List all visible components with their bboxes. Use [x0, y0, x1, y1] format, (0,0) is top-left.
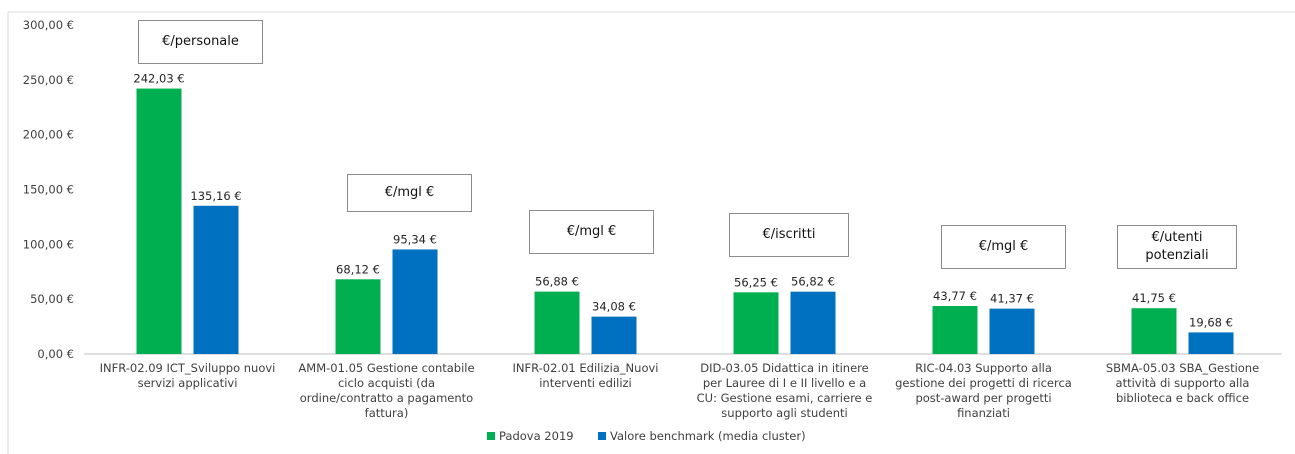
unit-label-line: €/utenti: [1151, 230, 1203, 246]
y-tick-label: 100,00 €: [23, 237, 74, 251]
unit-label-text: €/mgl €: [567, 223, 617, 241]
x-category-label: RIC-04.03 Supporto alla: [915, 361, 1052, 375]
bar-padova: [136, 88, 182, 355]
x-category-label: per Lauree di I e II livello e a: [703, 376, 866, 390]
bar-benchmark: [392, 249, 438, 354]
x-category-label: INFR-02.01 Edilizia_Nuovi: [513, 361, 659, 375]
x-category-label: DID-03.05 Didattica in itinere: [700, 361, 868, 375]
bar-padova: [335, 279, 381, 354]
legend-swatch: [598, 432, 606, 440]
legend-label: Valore benchmark (media cluster): [610, 429, 806, 443]
unit-label-line: €/mgl €: [978, 239, 1029, 255]
x-category-label: ciclo acquisti (da: [338, 376, 435, 390]
unit-label-box: €/mgl €: [941, 225, 1066, 269]
legend-label: Padova 2019: [499, 429, 574, 443]
bar-value-label: 19,68 €: [1189, 315, 1233, 329]
x-category-label: interventi edilizi: [539, 376, 632, 390]
bar-value-label: 41,37 €: [990, 292, 1034, 306]
bar-value-label: 68,12 €: [336, 262, 380, 276]
y-tick-label: 0,00 €: [37, 347, 74, 361]
bar-padova: [733, 292, 779, 354]
unit-label-text: €/mgl €: [979, 238, 1029, 256]
unit-label-text: €/mgl €: [385, 184, 435, 202]
y-tick-label: 300,00 €: [23, 18, 74, 32]
bar-value-label: 41,75 €: [1132, 291, 1176, 305]
unit-label-box: €/mgl €: [347, 174, 472, 212]
bar-benchmark: [193, 205, 239, 354]
legend-swatch: [487, 432, 495, 440]
bar-benchmark: [989, 308, 1035, 354]
x-category-label: INFR-02.09 ICT_Sviluppo nuovi: [100, 361, 276, 375]
unit-label-line: €/mgl €: [566, 224, 617, 240]
bar-benchmark: [1188, 332, 1234, 354]
unit-label-line: potenziali: [1145, 248, 1209, 263]
x-category-label: biblioteca e back office: [1116, 391, 1249, 405]
bar-padova: [1131, 308, 1177, 354]
unit-label-line: €/mgl €: [384, 185, 435, 201]
bar-padova: [932, 305, 978, 354]
x-category-label: post-award per progetti: [915, 391, 1051, 405]
unit-label-text: €/utenti potenziali: [1145, 229, 1208, 264]
bar-value-label: 34,08 €: [592, 300, 636, 314]
x-category-label: AMM-01.05 Gestione contabile: [298, 361, 474, 375]
bar-value-label: 135,16 €: [190, 189, 241, 203]
unit-label-box: €/utenti potenziali: [1117, 225, 1237, 269]
x-category-label: CU: Gestione esami, carriere e: [697, 391, 873, 405]
x-category-label: gestione dei progetti di ricerca: [895, 376, 1072, 390]
unit-label-text: €/personale: [162, 33, 239, 51]
unit-label-text: €/iscritti: [763, 226, 816, 244]
bar-value-label: 95,34 €: [393, 232, 437, 246]
y-tick-label: 200,00 €: [23, 128, 74, 142]
bar-benchmark: [591, 316, 637, 354]
y-tick-label: 50,00 €: [30, 292, 74, 306]
bar-value-label: 43,77 €: [933, 289, 977, 303]
bar-padova: [534, 291, 580, 354]
y-tick-label: 150,00 €: [23, 183, 74, 197]
x-category-label: finanziati: [957, 406, 1010, 420]
unit-label-box: €/personale: [138, 20, 263, 64]
y-tick-label: 250,00 €: [23, 73, 74, 87]
bar-value-label: 242,03 €: [133, 72, 184, 86]
x-category-label: SBMA-05.03 SBA_Gestione: [1106, 361, 1259, 375]
x-category-label: servizi applicativi: [138, 376, 238, 390]
x-category-label: fattura): [365, 406, 409, 420]
x-category-label: supporto agli studenti: [721, 406, 847, 420]
bar-benchmark: [790, 291, 836, 354]
unit-label-box: €/mgl €: [529, 210, 654, 254]
unit-label-line: €/personale: [162, 34, 239, 50]
bar-value-label: 56,25 €: [734, 275, 778, 289]
x-category-label: attività di supporto alla: [1116, 376, 1250, 390]
x-category-label: ordine/contratto a pagamento: [300, 391, 473, 405]
unit-label-box: €/iscritti: [729, 213, 849, 257]
bar-value-label: 56,88 €: [535, 275, 579, 289]
unit-label-line: €/iscritti: [762, 227, 816, 243]
bar-value-label: 56,82 €: [791, 275, 835, 289]
